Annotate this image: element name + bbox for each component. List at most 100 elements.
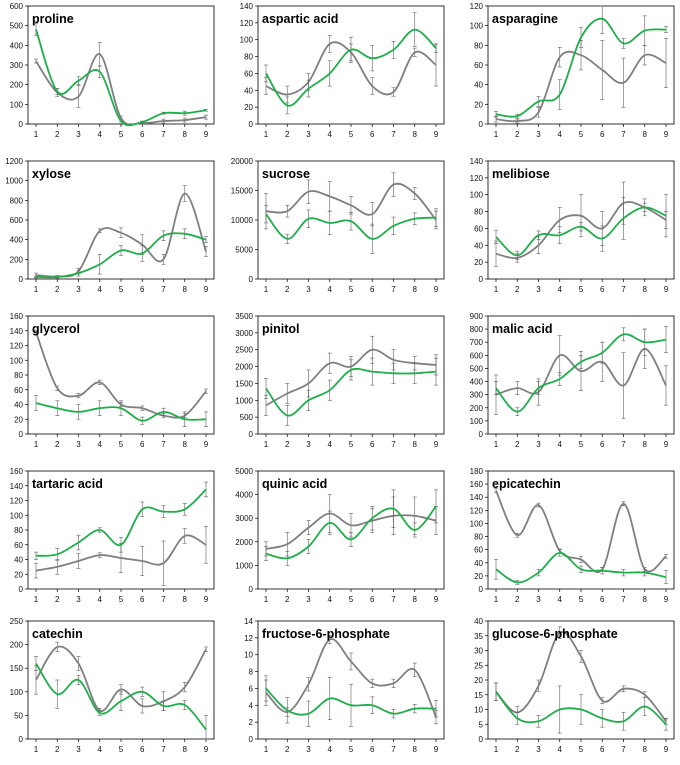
x-tick-label: 8 [183,440,188,449]
chart-panel-tartaric-acid: 0 20 40 60 80 100 120 140 160 1 2 3 4 5 6 7 8 9 tartaric a… [10,467,215,604]
y-tick-label: 50 [14,711,23,720]
x-tick-label: 1 [34,440,39,449]
y-tick-label: 200 [470,404,484,413]
y-tick-label: 600 [470,351,484,360]
chart-title: proline [32,12,74,26]
x-tick-label: 8 [183,595,188,604]
x-tick-label: 2 [285,440,290,449]
x-tick-label: 9 [204,745,209,754]
chart-title: glucose-6-phosphate [492,627,618,641]
series-green [34,23,208,127]
y-tick-label: 100 [240,36,254,45]
y-tick-label: 0 [19,430,24,439]
y-tick-label: 60 [14,386,23,395]
y-tick-label: 500 [470,364,484,373]
series-gray [34,185,208,278]
y-tick-label: 10 [474,706,483,715]
chart-title: tartaric acid [32,477,103,491]
y-tick-label: 10 [244,651,253,660]
x-tick-label: 1 [34,285,39,294]
y-tick-label: 20 [474,572,483,581]
x-tick-label: 4 [328,745,333,754]
y-tick-label: 20 [474,676,483,685]
x-tick-label: 9 [664,285,669,294]
y-tick-label: 400 [470,378,484,387]
chart-panel-quinic-acid: 0 1000 2000 3000 4000 5000 1 2 3 4 5 6 7 8 9 quinic aci… [235,467,445,604]
chart-panel-catechin: 0 50 100 150 200 250 1 2 3 4 5 6 7 8 9 catechin [10,617,215,754]
chart-panel-glycerol: 0 20 40 60 80 100 120 140 160 1 2 3 4 5 6 7 8 9 glycerol [10,312,215,449]
series-gray [494,38,668,124]
x-tick-label: 9 [664,130,669,139]
x-tick-label: 4 [558,440,563,449]
x-tick-label: 9 [434,130,439,139]
series-line [265,182,437,221]
y-tick-label: 40 [244,86,253,95]
x-tick-label: 6 [140,440,145,449]
x-tick-label: 2 [55,595,60,604]
x-tick-label: 9 [204,130,209,139]
y-tick-label: 3500 [235,312,253,321]
x-tick-label: 9 [664,440,669,449]
x-tick-label: 8 [643,130,648,139]
x-tick-label: 4 [328,440,333,449]
y-tick-label: 60 [14,541,23,550]
x-tick-label: 7 [161,285,166,294]
y-tick-label: 200 [10,255,24,264]
chart-title: pinitol [262,322,300,336]
x-tick-label: 2 [515,440,520,449]
y-tick-label: 40 [474,559,483,568]
error-bar [494,682,498,701]
x-tick-label: 4 [328,285,333,294]
y-tick-label: 100 [470,191,484,200]
series-green [34,228,208,279]
chart-title: catechin [32,627,83,641]
y-tick-label: 0 [249,120,254,129]
y-tick-label: 140 [10,482,24,491]
y-tick-label: 8 [249,668,254,677]
x-tick-label: 4 [98,440,103,449]
series-green [264,489,438,566]
x-tick-label: 3 [76,745,81,754]
x-tick-label: 4 [98,595,103,604]
y-tick-label: 160 [10,312,24,321]
y-tick-label: 80 [244,53,253,62]
x-tick-label: 6 [370,745,375,754]
x-tick-label: 1 [494,745,499,754]
chart-panel-xylose: 0 200 400 600 800 1000 1200 1 2 3 4 5 6 7 8 9 xylose [5,157,215,294]
x-tick-label: 8 [643,595,648,604]
series-line [35,53,207,126]
y-tick-label: 20 [474,258,483,267]
y-tick-label: 0 [479,120,484,129]
x-tick-label: 9 [664,745,669,754]
y-tick-label: 140 [470,493,484,502]
x-tick-label: 5 [579,595,584,604]
error-bar [34,551,38,560]
chart-panel-asparagine: 0 20 40 60 80 100 120 1 2 3 4 5 6 7 8 9 asparagine [470,2,675,139]
series-line [265,213,437,240]
chart-title: quinic acid [262,477,327,491]
x-tick-label: 6 [370,440,375,449]
series-line [35,488,207,557]
series-line [495,631,667,722]
y-tick-label: 0 [479,430,484,439]
x-tick-label: 2 [285,745,290,754]
chart-panel-epicatechin: 0 20 40 60 80 100 120 140 160 180 1 2 3 4 5 6 7 8 9 epicate… [470,467,675,604]
y-tick-label: 1200 [5,157,23,166]
x-tick-label: 6 [600,285,605,294]
series-line [495,691,667,725]
y-tick-label: 3000 [235,329,253,338]
x-tick-label: 9 [204,440,209,449]
x-tick-label: 3 [76,130,81,139]
series-line [35,232,207,279]
y-tick-label: 120 [240,19,254,28]
y-tick-label: 80 [474,41,483,50]
y-tick-label: 0 [249,275,254,284]
y-tick-label: 600 [10,2,24,11]
y-tick-label: 40 [474,241,483,250]
y-tick-label: 180 [470,467,484,476]
error-bar [264,546,268,561]
x-tick-label: 2 [285,595,290,604]
series-line [265,512,437,550]
y-tick-label: 20000 [231,157,254,166]
x-tick-label: 5 [349,285,354,294]
